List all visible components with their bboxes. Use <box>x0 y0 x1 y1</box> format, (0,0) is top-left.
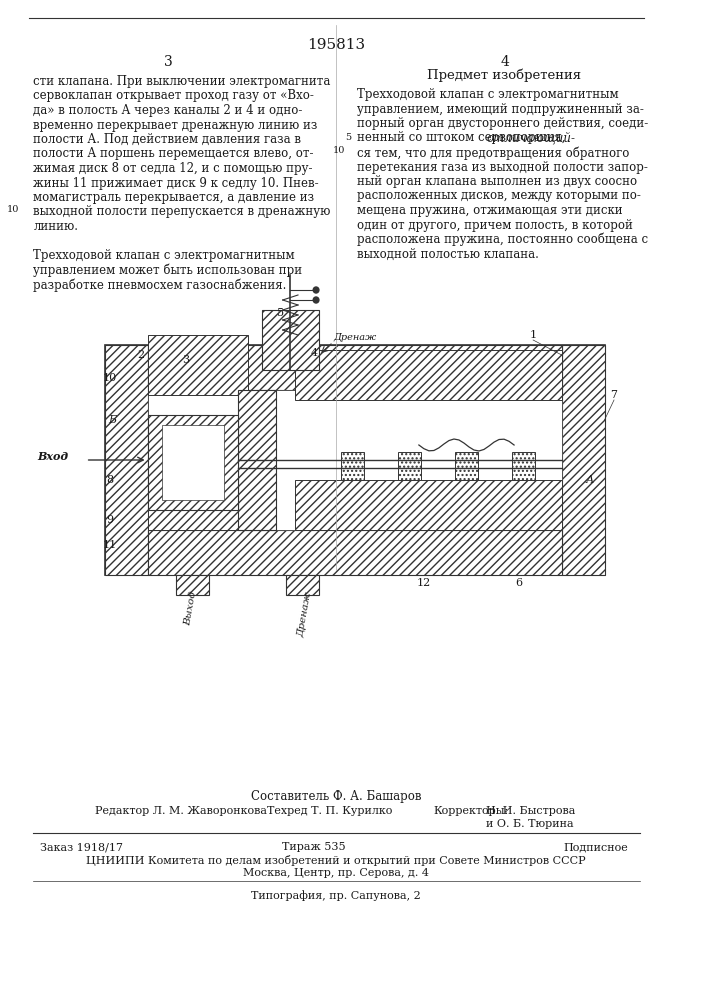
Text: Редактор Л. М. Жаворонкова: Редактор Л. М. Жаворонкова <box>95 806 267 816</box>
Text: 2: 2 <box>137 350 144 360</box>
Text: сти клапана. При выключении электромагнита: сти клапана. При выключении электромагни… <box>33 75 331 88</box>
Text: ся тем, что для предотвращения обратного: ся тем, что для предотвращения обратного <box>357 146 629 159</box>
Text: А: А <box>586 475 595 485</box>
Text: 195813: 195813 <box>307 38 365 52</box>
Text: линию.: линию. <box>33 220 78 233</box>
Bar <box>512 452 535 480</box>
Text: 11: 11 <box>103 540 117 550</box>
Bar <box>162 425 223 500</box>
Bar <box>238 390 276 530</box>
Text: один от другого, причем полость, в которой: один от другого, причем полость, в котор… <box>357 219 633 232</box>
Bar <box>148 470 247 530</box>
Text: жины 11 прижимает диск 9 к седлу 10. Пнев-: жины 11 прижимает диск 9 к седлу 10. Пне… <box>33 176 319 190</box>
Text: 10: 10 <box>6 206 19 215</box>
Text: 7: 7 <box>611 390 617 400</box>
Text: расположенных дисков, между которыми по-: расположенных дисков, между которыми по- <box>357 190 641 202</box>
Text: 3: 3 <box>182 355 189 365</box>
Text: разработке пневмосхем газоснабжения.: разработке пневмосхем газоснабжения. <box>33 278 287 292</box>
Text: Корректоры:: Корректоры: <box>433 806 508 816</box>
Circle shape <box>313 297 319 303</box>
Text: ЦНИИПИ Комитета по делам изобретений и открытий при Совете Министров СССР: ЦНИИПИ Комитета по делам изобретений и о… <box>86 855 586 866</box>
Bar <box>561 345 604 575</box>
Text: полости А поршень перемещается влево, от-: полости А поршень перемещается влево, от… <box>33 147 314 160</box>
Bar <box>148 530 561 575</box>
Text: Выход: Выход <box>183 590 198 626</box>
Text: расположена пружина, постоянно сообщена с: расположена пружина, постоянно сообщена … <box>357 233 648 246</box>
Bar <box>148 390 561 530</box>
Text: Трехходовой клапан с электромагнитным: Трехходовой клапан с электромагнитным <box>357 88 619 101</box>
Text: Тираж 535: Тираж 535 <box>282 842 346 852</box>
Bar <box>455 452 478 480</box>
Bar <box>341 452 363 480</box>
Text: выходной полостью клапана.: выходной полостью клапана. <box>357 247 539 260</box>
Text: отличающий-: отличающий- <box>487 131 576 144</box>
Text: порный орган двустороннего действия, соеди-: порный орган двустороннего действия, сое… <box>357 117 648 130</box>
Text: момагистраль перекрывается, а давление из: момагистраль перекрывается, а давление и… <box>33 191 315 204</box>
Text: Вход: Вход <box>37 450 69 462</box>
Text: выходной полости перепускается в дренажную: выходной полости перепускается в дренажн… <box>33 206 331 219</box>
Text: ненный со штоком сервопоршня,: ненный со штоком сервопоршня, <box>357 131 569 144</box>
Text: Типография, пр. Сапунова, 2: Типография, пр. Сапунова, 2 <box>251 890 421 901</box>
Bar <box>148 335 247 395</box>
Bar <box>295 480 561 530</box>
Text: ный орган клапана выполнен из двух соосно: ный орган клапана выполнен из двух соосн… <box>357 175 637 188</box>
Bar <box>105 345 148 575</box>
Text: Техред Т. П. Курилко: Техред Т. П. Курилко <box>267 806 392 816</box>
Bar <box>176 575 209 595</box>
Text: управлением, имеющий подпружиненный за-: управлением, имеющий подпружиненный за- <box>357 103 644 115</box>
Text: 1: 1 <box>530 330 537 340</box>
Bar <box>398 452 421 480</box>
Text: Москва, Центр, пр. Серова, д. 4: Москва, Центр, пр. Серова, д. 4 <box>243 868 429 878</box>
Text: Дренаж: Дренаж <box>333 332 376 342</box>
Text: Подписное: Подписное <box>563 842 629 852</box>
Text: да» в полость А через каналы 2 и 4 и одно-: да» в полость А через каналы 2 и 4 и одн… <box>33 104 303 117</box>
Text: Предмет изобретения: Предмет изобретения <box>428 68 582 82</box>
Text: 4: 4 <box>500 55 509 69</box>
Bar <box>295 350 561 400</box>
Text: управлением может быть использован при: управлением может быть использован при <box>33 263 303 277</box>
Bar <box>262 310 319 370</box>
Text: 6: 6 <box>515 578 522 588</box>
Text: 8: 8 <box>106 475 113 485</box>
Text: 10: 10 <box>103 373 117 383</box>
Text: 3: 3 <box>164 55 173 69</box>
Text: Трехходовой клапан с электромагнитным: Трехходовой клапан с электромагнитным <box>33 249 295 262</box>
Text: 4: 4 <box>310 348 317 358</box>
Text: 12: 12 <box>416 578 431 588</box>
Text: полости А. Под действием давления газа в: полости А. Под действием давления газа в <box>33 133 301 146</box>
Text: и О. Б. Тюрина: и О. Б. Тюрина <box>486 819 573 829</box>
Text: временно перекрывает дренажную линию из: временно перекрывает дренажную линию из <box>33 118 317 131</box>
Bar <box>148 345 561 390</box>
Text: Н. И. Быстрова: Н. И. Быстрова <box>486 806 575 816</box>
Text: Составитель Ф. А. Башаров: Составитель Ф. А. Башаров <box>251 790 421 803</box>
Text: Заказ 1918/17: Заказ 1918/17 <box>40 842 123 852</box>
Text: 10: 10 <box>333 146 346 155</box>
Text: жимая диск 8 от седла 12, и с помощью пру-: жимая диск 8 от седла 12, и с помощью пр… <box>33 162 312 175</box>
Text: 9: 9 <box>106 515 113 525</box>
Bar <box>286 575 319 595</box>
Text: перетекания газа из выходной полости запор-: перетекания газа из выходной полости зап… <box>357 160 648 174</box>
Text: Б: Б <box>108 415 117 425</box>
Bar <box>105 345 604 575</box>
Bar <box>148 415 238 510</box>
Text: мещена пружина, отжимающая эти диски: мещена пружина, отжимающая эти диски <box>357 204 623 217</box>
Text: 5: 5 <box>277 308 284 318</box>
Text: 5: 5 <box>346 133 351 142</box>
Text: сервоклапан открывает проход газу от «Вхо-: сервоклапан открывает проход газу от «Вх… <box>33 90 314 103</box>
Circle shape <box>313 287 319 293</box>
Text: Дренаж: Дренаж <box>296 592 313 638</box>
